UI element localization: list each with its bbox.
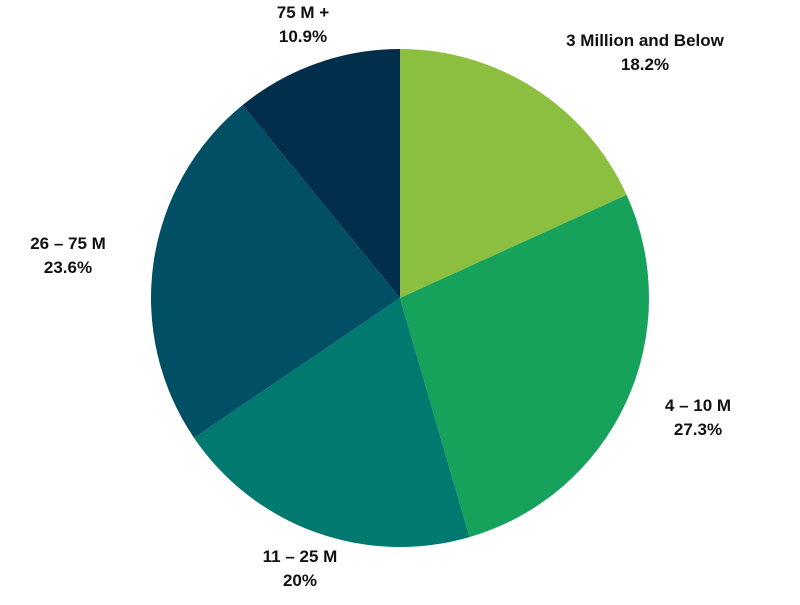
slice-value-label: 18.2% — [620, 55, 670, 74]
slice-category-label: 11 – 25 M — [262, 547, 338, 566]
slice-label-75m-plus: 75 M + 10.9% — [277, 1, 329, 49]
slice-label-26-75m: 26 – 75 M 23.6% — [30, 232, 106, 280]
slice-label-3-million-and-below: 3 Million and Below 18.2% — [566, 29, 724, 77]
pie-slice-11-25-m — [194, 298, 470, 547]
slice-label-4-10m: 4 – 10 M 27.3% — [665, 394, 731, 442]
pie-slice-4-10-m — [400, 194, 650, 538]
slice-label-11-25m: 11 – 25 M 20% — [263, 545, 338, 593]
slice-category-label: 75 M + — [276, 3, 330, 22]
pie-slice-26-75-m — [151, 105, 400, 438]
slice-value-label: 23.6% — [43, 258, 93, 277]
slice-value-label: 27.3% — [673, 420, 723, 439]
slice-category-label: 3 Million and Below — [566, 31, 724, 50]
slice-value-label: 20% — [282, 571, 318, 590]
slice-value-label: 10.9% — [278, 27, 328, 46]
pie-slice-75-m — [242, 49, 400, 298]
slice-category-label: 4 – 10 M — [664, 396, 732, 415]
slice-category-label: 26 – 75 M — [30, 234, 106, 253]
pie-slice-3-million-and-below — [400, 49, 627, 298]
